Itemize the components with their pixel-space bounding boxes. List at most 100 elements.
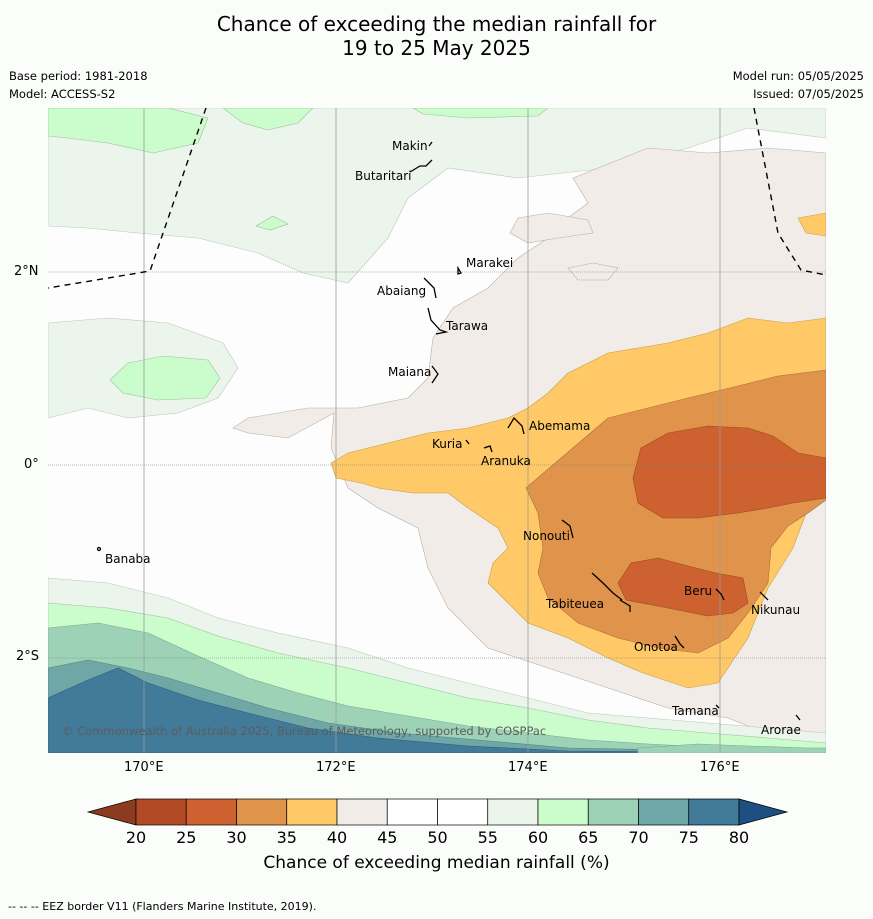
colorbar-swatch: [386, 798, 438, 826]
lon-label-170: 170°E: [124, 760, 164, 775]
region-40-45-north: [509, 212, 594, 244]
title-line-2: 19 to 25 May 2025: [342, 36, 531, 60]
colorbar-tick-label: 80: [728, 828, 750, 847]
label-butaritari: Butaritari: [355, 169, 412, 183]
colorbar-swatch: [537, 798, 589, 826]
island-tamana: [715, 704, 720, 709]
parallels: [48, 271, 826, 659]
label-beru: Beru: [684, 584, 712, 598]
label-abaiang: Abaiang: [377, 284, 426, 298]
colorbar-swatch: [336, 798, 388, 826]
meta-right: Model run: 05/05/2025 Issued: 07/05/2025: [733, 67, 864, 103]
colorbar-tick-label: 40: [326, 828, 348, 847]
label-nikunau: Nikunau: [751, 603, 800, 617]
lon-label-172: 172°E: [316, 760, 356, 775]
island-kuria: [465, 439, 470, 445]
colorbar-tick-label: 20: [125, 828, 147, 847]
island-abaiang: [423, 277, 437, 299]
colorbar-tick-label: 45: [377, 828, 398, 847]
region-60-65-west: [109, 355, 221, 401]
map-svg: Makin Butaritari Marakei Abaiang Tarawa …: [48, 108, 826, 753]
colorbar-label: Chance of exceeding median rainfall (%): [263, 853, 610, 873]
island-maiana: [431, 365, 439, 384]
island-tabiteuea: [591, 572, 631, 612]
island-abemama: [507, 416, 525, 435]
colorbar-tick-label: 50: [427, 828, 448, 847]
region-25-30-upper: [632, 425, 826, 519]
island-banaba: [96, 546, 102, 552]
colorbar-tick-label: 30: [226, 828, 247, 847]
model-run: Model run: 05/05/2025: [732, 69, 864, 83]
label-makin: Makin: [392, 139, 428, 153]
lon-label-174: 174°E: [508, 760, 548, 775]
region-35-40-ne: [797, 212, 826, 237]
colorbar-swatch: [437, 798, 489, 826]
colorbar-swatch: [286, 798, 338, 826]
base-period: Base period: 1981-2018: [9, 69, 148, 83]
lat-label-2s: 2°S: [16, 649, 40, 664]
colorbar-swatch: [135, 798, 187, 826]
island-aranuka: [483, 445, 493, 453]
island-nikunau: [759, 591, 769, 601]
island-onotoa: [674, 635, 685, 649]
place-labels: Makin Butaritari Marakei Abaiang Tarawa …: [105, 139, 801, 737]
label-tamana: Tamana: [671, 704, 719, 718]
island-butaritari: [409, 159, 433, 173]
colorbar-swatch: [487, 798, 539, 826]
region-75-80-south: [48, 667, 826, 753]
island-makin: [428, 141, 433, 147]
colorbar-tick-label: 70: [628, 828, 649, 847]
island-beru: [715, 588, 725, 601]
colorbar-tick-label: 35: [276, 828, 297, 847]
region-25-30-lower: [617, 557, 749, 617]
rainfall-map: Makin Butaritari Marakei Abaiang Tarawa …: [48, 108, 826, 753]
colorbar-tick-label: 65: [578, 828, 599, 847]
model-name: Model: ACCESS-S2: [9, 87, 116, 101]
meridians: [143, 108, 721, 753]
eez-legend-footer: -- -- -- EEZ border V11 (Flanders Marine…: [8, 900, 317, 913]
region-60-65-small: [255, 215, 289, 231]
chart-title: Chance of exceeding the median rainfall …: [0, 12, 873, 60]
region-40-45-ne: [567, 262, 619, 281]
meta-left: Base period: 1981-2018 Model: ACCESS-S2: [9, 67, 148, 103]
copyright-notice: © Commonwealth of Australia 2025, Bureau…: [62, 724, 547, 738]
lat-label-0: 0°: [24, 457, 39, 472]
region-55-60-north: [48, 108, 826, 284]
label-tarawa: Tarawa: [445, 319, 488, 333]
colorbar-tick-label: 25: [176, 828, 197, 847]
label-abemama: Abemama: [529, 419, 590, 433]
label-banaba: Banaba: [105, 552, 151, 566]
colorbar-swatch: [638, 798, 690, 826]
region-60-65-nw: [48, 108, 209, 154]
island-tarawa: [427, 307, 449, 335]
colorbar-swatch: [587, 798, 639, 826]
issued-date: Issued: 07/05/2025: [753, 87, 864, 101]
label-kuria: Kuria: [432, 437, 463, 451]
island-marakei: [457, 265, 462, 275]
region-65-70-south-east: [637, 743, 826, 753]
region-60-65-topmid: [412, 108, 549, 119]
label-maiana: Maiana: [388, 365, 431, 379]
island-nonouti: [561, 519, 574, 539]
colorbar-tick-label: 75: [678, 828, 699, 847]
eez-border-west: [48, 108, 207, 289]
label-nonouti: Nonouti: [523, 529, 570, 543]
colorbar-swatch: [185, 798, 237, 826]
colorbar-extend-high: [738, 798, 789, 826]
label-marakei: Marakei: [466, 256, 513, 270]
colorbar-swatch: [236, 798, 288, 826]
label-arorae: Arorae: [761, 723, 801, 737]
region-60-65-top: [222, 108, 314, 131]
title-line-1: Chance of exceeding the median rainfall …: [216, 12, 657, 36]
colorbar-tick-label: 60: [527, 828, 549, 847]
label-onotoa: Onotoa: [634, 640, 678, 654]
label-aranuka: Aranuka: [481, 454, 531, 468]
colorbar-swatch: [688, 798, 740, 826]
lon-label-176: 176°E: [700, 760, 740, 775]
colorbar: [86, 798, 789, 826]
colorbar-extend-low: [86, 798, 137, 826]
colorbar-tick-label: 55: [477, 828, 498, 847]
island-arorae: [795, 714, 801, 721]
lat-label-2n: 2°N: [14, 264, 39, 279]
islands: [96, 141, 801, 721]
